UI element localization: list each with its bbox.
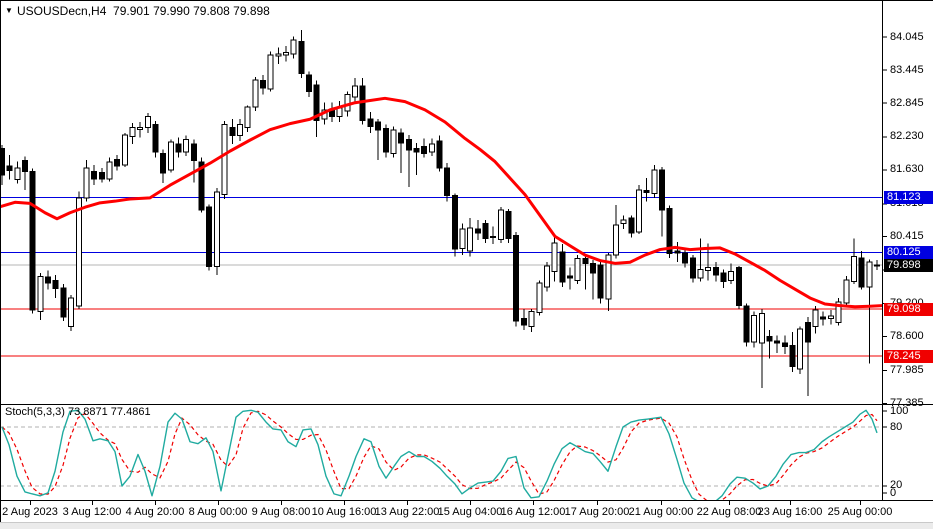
symbol-dropdown-icon[interactable]: ▼ — [5, 6, 13, 15]
price-level-badge: 81.123 — [884, 191, 933, 205]
stoch-chart-area[interactable] — [0, 404, 882, 500]
time-axis-label: 15 Aug 04:00 — [437, 506, 503, 518]
time-axis-label: 9 Aug 08:00 — [251, 506, 311, 518]
time-axis-label: 16 Aug 12:00 — [500, 506, 566, 518]
stoch-axis-label: 20 — [890, 479, 903, 492]
stoch-axis-label: 0 — [890, 486, 897, 499]
price-axis-label: 77.385 — [890, 396, 924, 409]
main-chart-area[interactable] — [0, 0, 882, 404]
time-axis-label: 2 Aug 2023 — [2, 506, 58, 518]
time-axis-label: 13 Aug 22:00 — [374, 506, 440, 518]
time-axis-label: 10 Aug 16:00 — [311, 506, 377, 518]
price-axis-label: 77.985 — [890, 363, 924, 376]
time-axis-label: 4 Aug 20:00 — [125, 506, 185, 518]
time-axis-label: 21 Aug 00:00 — [628, 506, 694, 518]
price-axis-label: 80.415 — [890, 230, 924, 243]
price-axis-label: 81.630 — [890, 163, 924, 176]
time-axis-label: 3 Aug 12:00 — [62, 506, 122, 518]
price-axis-label: 78.600 — [890, 329, 924, 342]
price-axis-label: 84.045 — [890, 30, 924, 43]
stoch-axis-label: 100 — [890, 404, 909, 417]
price-level-badge: 79.898 — [884, 258, 933, 272]
time-axis-label: 25 Aug 00:00 — [827, 506, 893, 518]
price-axis-label: 82.230 — [890, 130, 924, 143]
time-axis-label: 8 Aug 00:00 — [188, 506, 248, 518]
price-level-badge: 78.245 — [884, 349, 933, 363]
time-axis-label: 22 Aug 08:00 — [696, 506, 762, 518]
time-axis-label: 17 Aug 20:00 — [564, 506, 630, 518]
time-axis-label: 23 Aug 16:00 — [757, 506, 823, 518]
price-level-badge: 80.125 — [884, 246, 933, 260]
price-axis-label: 83.445 — [890, 63, 924, 76]
price-level-badge: 79.098 — [884, 302, 933, 316]
price-axis-label: 82.845 — [890, 96, 924, 109]
chart-title-ohlc: USOUSDecn,H4 79.901 79.990 79.808 79.898 — [17, 4, 270, 18]
stoch-axis-label: 80 — [890, 420, 903, 433]
stoch-indicator-label: Stoch(5,3,3) 73.8871 77.4861 — [5, 406, 151, 418]
